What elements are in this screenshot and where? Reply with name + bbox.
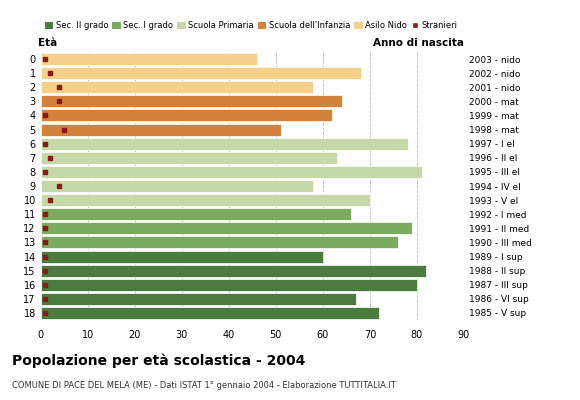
- Bar: [41, 208, 351, 220]
- Bar: [41, 124, 281, 136]
- Bar: [41, 81, 313, 93]
- Bar: [41, 152, 337, 164]
- Bar: [41, 236, 398, 248]
- Text: COMUNE DI PACE DEL MELA (ME) - Dati ISTAT 1° gennaio 2004 - Elaborazione TUTTITA: COMUNE DI PACE DEL MELA (ME) - Dati ISTA…: [12, 381, 396, 390]
- Text: Anno di nascita: Anno di nascita: [373, 38, 464, 48]
- Bar: [41, 138, 408, 150]
- Bar: [41, 166, 422, 178]
- Bar: [41, 95, 342, 107]
- Bar: [41, 110, 332, 122]
- Bar: [41, 279, 417, 291]
- Bar: [41, 180, 313, 192]
- Text: Popolazione per età scolastica - 2004: Popolazione per età scolastica - 2004: [12, 354, 305, 368]
- Text: Età: Età: [38, 38, 58, 48]
- Bar: [41, 222, 412, 234]
- Bar: [41, 53, 257, 65]
- Bar: [41, 67, 361, 79]
- Bar: [41, 194, 370, 206]
- Bar: [41, 307, 379, 319]
- Bar: [41, 265, 426, 277]
- Legend: Sec. II grado, Sec. I grado, Scuola Primaria, Scuola dell'Infanzia, Asilo Nido, : Sec. II grado, Sec. I grado, Scuola Prim…: [45, 21, 458, 30]
- Bar: [41, 293, 356, 305]
- Bar: [41, 250, 323, 262]
